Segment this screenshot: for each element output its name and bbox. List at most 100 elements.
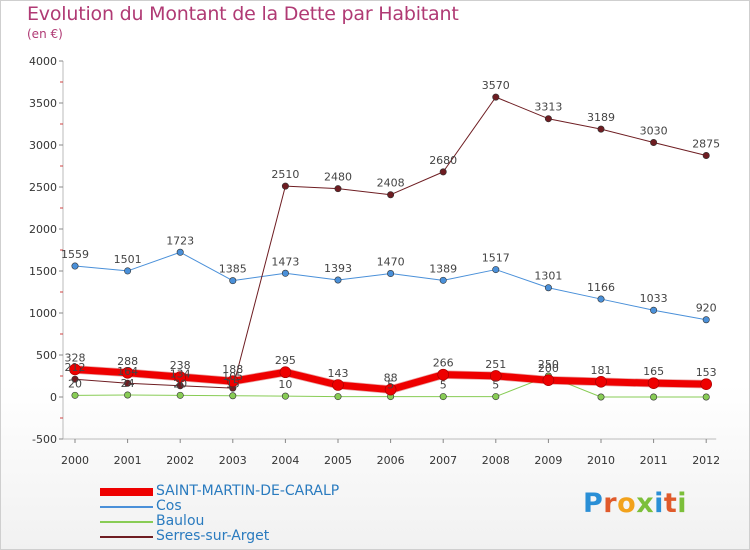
- data-label: 200: [538, 362, 559, 375]
- logo-letter: x: [636, 488, 655, 519]
- logo-letter: i: [654, 488, 664, 519]
- y-tick-label: 3500: [29, 97, 57, 110]
- data-point: [334, 393, 342, 401]
- data-point: [702, 152, 710, 160]
- data-label: 3030: [640, 124, 668, 137]
- data-point: [544, 115, 552, 123]
- data-point: [124, 391, 132, 399]
- y-tick-label: 0: [50, 391, 57, 404]
- data-label: 266: [433, 357, 454, 370]
- data-label: 328: [65, 351, 86, 364]
- data-point: [700, 378, 713, 390]
- data-label: 1473: [271, 255, 299, 268]
- data-point: [650, 393, 658, 401]
- y-tick-label: 4000: [29, 55, 57, 68]
- data-label: 143: [328, 367, 349, 380]
- data-point: [124, 267, 132, 275]
- data-point: [595, 375, 607, 388]
- data-point: [121, 367, 134, 379]
- data-point: [650, 306, 658, 314]
- data-label: 288: [117, 355, 138, 368]
- data-point: [597, 295, 605, 303]
- x-tick-label: 2011: [640, 454, 668, 467]
- x-tick-label: 2002: [166, 454, 194, 467]
- logo-letter: o: [617, 488, 637, 519]
- data-point: [439, 276, 447, 284]
- data-label: 1723: [166, 234, 194, 247]
- data-label: 1301: [534, 270, 562, 283]
- data-label: 2510: [271, 168, 299, 181]
- data-label: 3570: [482, 79, 510, 92]
- data-point: [69, 363, 81, 376]
- data-label: 153: [696, 366, 717, 379]
- data-point: [281, 392, 289, 400]
- data-label: 24: [121, 377, 135, 390]
- data-label: 165: [643, 365, 664, 378]
- data-point: [492, 93, 500, 101]
- data-point: [597, 125, 605, 133]
- data-point: [71, 391, 79, 399]
- x-tick-label: 2007: [429, 454, 457, 467]
- data-label: 2480: [324, 171, 352, 184]
- data-label: 5: [387, 379, 394, 392]
- x-tick-label: 2001: [114, 454, 142, 467]
- logo-letter: t: [663, 488, 678, 519]
- data-label: 15: [226, 378, 240, 391]
- y-tick-label: 2000: [29, 223, 57, 236]
- x-tick-label: 2004: [271, 454, 299, 467]
- data-point: [647, 377, 660, 389]
- data-label: 2408: [377, 177, 405, 190]
- legend-swatch: [100, 521, 153, 523]
- data-point: [334, 185, 342, 193]
- data-point: [281, 269, 289, 277]
- data-point: [227, 375, 239, 388]
- data-point: [332, 379, 344, 391]
- x-tick-label: 2008: [482, 454, 510, 467]
- legend-label: Cos: [156, 498, 182, 514]
- x-tick-label: 2003: [219, 454, 247, 467]
- data-label: 238: [170, 359, 191, 372]
- data-point: [439, 168, 447, 176]
- data-point: [229, 277, 237, 285]
- data-label: 250: [538, 358, 559, 371]
- data-label: 3189: [587, 111, 615, 124]
- logo-letter: P: [583, 488, 604, 519]
- data-point: [71, 262, 79, 270]
- data-label: 88: [384, 372, 398, 385]
- data-label: 5: [440, 379, 447, 392]
- data-point: [176, 391, 184, 399]
- logo-letter: i: [677, 488, 688, 519]
- x-tick-label: 2006: [377, 454, 405, 467]
- x-tick-label: 2010: [587, 454, 615, 467]
- data-label: 1033: [640, 292, 668, 305]
- chart-title: Evolution du Montant de la Dette par Hab…: [27, 3, 459, 25]
- data-label: 1559: [61, 248, 89, 261]
- logo-letter: r: [603, 488, 618, 519]
- data-point: [492, 393, 500, 401]
- data-label: 1166: [587, 281, 615, 294]
- line-chart: -500 0 500 1000 1500 2000 2500 3000 3500 4000 2000…: [29, 55, 720, 467]
- data-label: 20: [173, 377, 187, 390]
- data-label: 181: [591, 364, 612, 377]
- data-label: 1470: [377, 256, 405, 269]
- data-label: 1389: [429, 262, 457, 275]
- data-label: 164: [117, 365, 138, 378]
- legend-label: SAINT-MARTIN-DE-CARALP: [156, 483, 340, 499]
- proxiti-logo: Proxiti: [583, 488, 687, 519]
- data-point: [597, 393, 605, 401]
- data-label: 5: [492, 379, 499, 392]
- data-point: [387, 270, 395, 278]
- data-point: [437, 368, 450, 381]
- y-tick-label: 3000: [29, 139, 57, 152]
- data-point: [542, 374, 555, 387]
- data-point: [71, 375, 79, 383]
- y-tick-label: -500: [32, 433, 57, 446]
- x-tick-label: 2009: [534, 454, 562, 467]
- data-label: 295: [275, 354, 296, 367]
- data-point: [492, 266, 500, 274]
- legend-swatch: [100, 536, 153, 538]
- legend-label: Serres-sur-Arget: [156, 528, 270, 544]
- legend-label: Baulou: [156, 513, 205, 529]
- data-label: 1385: [219, 263, 247, 276]
- data-point: [544, 284, 552, 292]
